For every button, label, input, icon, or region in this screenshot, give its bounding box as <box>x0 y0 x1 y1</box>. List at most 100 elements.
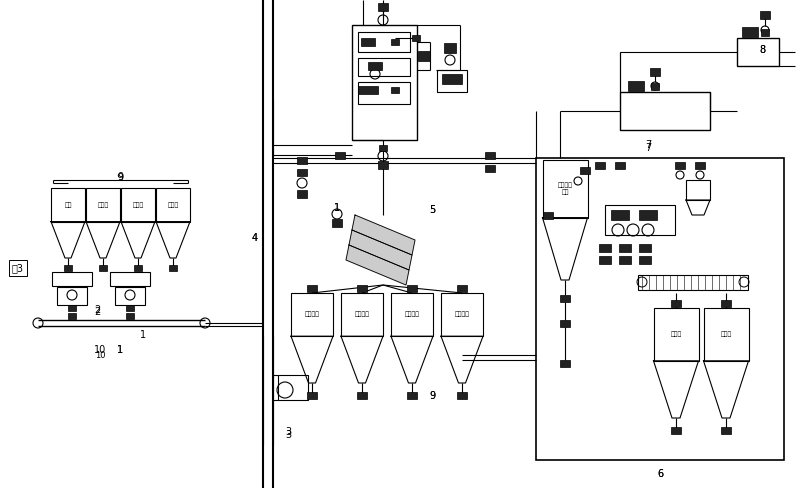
Text: 1: 1 <box>334 203 340 213</box>
Bar <box>485 151 495 159</box>
Bar <box>391 87 399 93</box>
Bar <box>297 190 307 198</box>
Text: 石油焦: 石油焦 <box>98 202 109 207</box>
Text: 1: 1 <box>117 345 123 355</box>
Bar <box>368 62 382 70</box>
Bar <box>278 375 308 400</box>
Text: 4: 4 <box>252 233 258 243</box>
Text: 1: 1 <box>140 330 146 340</box>
Text: 细粉仓: 细粉仓 <box>720 332 732 337</box>
Bar <box>156 188 190 222</box>
Bar <box>335 151 345 159</box>
Bar <box>307 285 317 291</box>
Bar <box>379 145 387 151</box>
Bar <box>671 427 681 433</box>
Bar <box>110 272 150 286</box>
Bar <box>628 81 644 91</box>
Bar <box>357 391 367 399</box>
Bar <box>412 35 420 41</box>
Text: 锻烧料仓: 锻烧料仓 <box>305 312 319 317</box>
Bar <box>68 305 76 311</box>
Text: 9: 9 <box>429 391 435 401</box>
Bar <box>332 219 342 227</box>
Bar <box>457 391 467 399</box>
Bar <box>52 272 92 286</box>
Bar <box>291 293 333 336</box>
Bar <box>721 300 731 306</box>
Bar <box>761 28 769 36</box>
Bar <box>307 391 317 399</box>
Bar <box>671 300 681 306</box>
Bar <box>297 168 307 176</box>
Bar <box>619 256 631 264</box>
Bar <box>620 92 710 130</box>
Bar <box>361 38 375 46</box>
Text: 中颗粒仓: 中颗粒仓 <box>405 312 419 317</box>
Text: 石油焦: 石油焦 <box>132 202 144 207</box>
Bar <box>357 285 367 291</box>
Bar <box>703 308 749 361</box>
Text: 5: 5 <box>429 205 435 215</box>
Bar <box>442 74 462 84</box>
Bar <box>358 58 410 76</box>
Text: 锻烧: 锻烧 <box>64 202 72 207</box>
Bar <box>57 287 87 305</box>
Bar <box>580 166 590 174</box>
Text: 大颗粒仓: 大颗粒仓 <box>354 312 370 317</box>
Bar <box>639 210 657 220</box>
Bar <box>595 162 605 168</box>
Bar <box>358 86 378 94</box>
Text: 6: 6 <box>657 469 663 479</box>
Bar <box>121 188 155 222</box>
Bar <box>64 265 72 271</box>
Bar <box>352 25 417 140</box>
Bar <box>86 188 120 222</box>
Text: 3: 3 <box>285 430 291 440</box>
Bar <box>68 313 76 319</box>
Text: 9: 9 <box>117 173 123 183</box>
Text: 液态粘结
料仓: 液态粘结 料仓 <box>558 183 573 195</box>
Text: 7: 7 <box>645 143 651 153</box>
Bar <box>407 285 417 291</box>
Bar <box>543 211 553 219</box>
Text: 4: 4 <box>252 233 258 243</box>
Bar <box>536 158 784 460</box>
Text: 8: 8 <box>759 45 765 55</box>
Polygon shape <box>352 215 415 255</box>
Bar <box>619 244 631 252</box>
Bar <box>675 162 685 168</box>
Bar <box>651 82 659 89</box>
Bar <box>615 162 625 168</box>
Bar <box>650 68 660 76</box>
Bar <box>737 38 779 66</box>
Text: 粉料仓: 粉料仓 <box>670 332 682 337</box>
Bar <box>407 391 417 399</box>
Bar <box>297 157 307 163</box>
Bar <box>134 265 142 271</box>
Bar <box>560 294 570 302</box>
Text: 1: 1 <box>117 345 123 355</box>
Polygon shape <box>346 245 409 285</box>
Bar <box>654 308 698 361</box>
Text: 10: 10 <box>94 345 106 355</box>
Bar <box>169 265 177 271</box>
Bar <box>560 360 570 366</box>
Bar <box>444 43 456 53</box>
Polygon shape <box>349 230 412 270</box>
Bar <box>391 39 399 45</box>
Bar <box>695 162 705 168</box>
Bar <box>542 160 587 218</box>
Bar <box>51 188 85 222</box>
Bar <box>560 320 570 326</box>
Text: 7: 7 <box>645 140 651 150</box>
Bar <box>115 287 145 305</box>
Text: 6: 6 <box>657 469 663 479</box>
Text: 8: 8 <box>759 45 765 55</box>
Text: 1: 1 <box>334 203 340 213</box>
Text: 2: 2 <box>94 307 100 317</box>
Bar <box>742 27 758 37</box>
Text: 3: 3 <box>285 427 291 437</box>
Text: 石墨粉: 石墨粉 <box>167 202 178 207</box>
Bar <box>485 164 495 171</box>
Bar <box>378 3 388 11</box>
